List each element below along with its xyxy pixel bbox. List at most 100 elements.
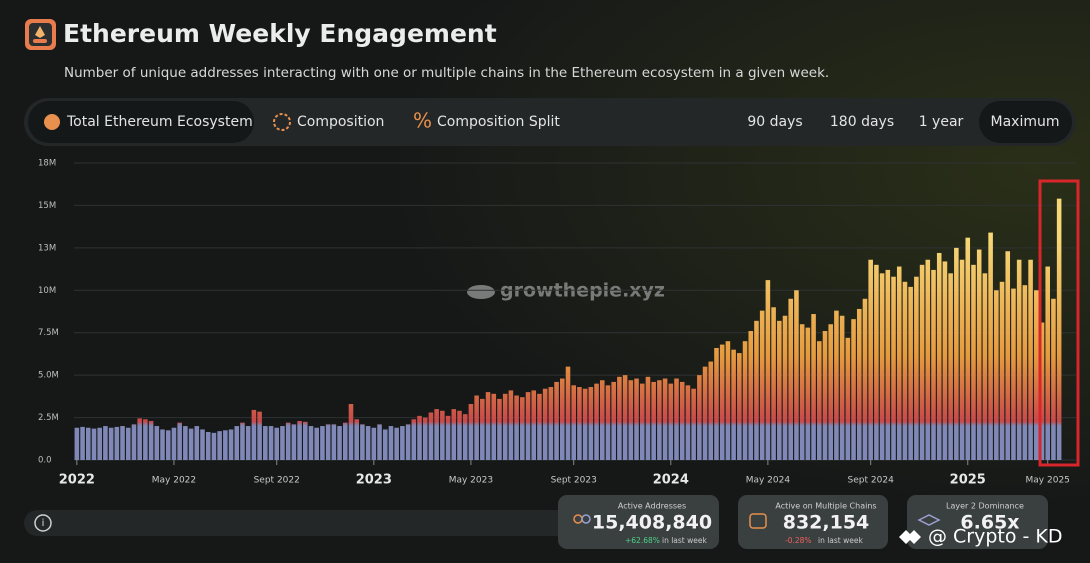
bar [1056,198,1062,460]
bar [994,290,999,460]
active-tab-bg [28,101,254,143]
bar [565,366,571,460]
range-button[interactable]: Maximum [991,114,1060,130]
bar [634,378,639,460]
x-tick-label: Sept 2024 [848,476,895,486]
bar [263,426,268,460]
bar [548,387,554,460]
x-tick-label: May 2025 [1026,476,1070,486]
stat-card-bg [738,495,888,549]
stat-label: Active on Multiple Chains [775,502,876,511]
tab[interactable]: Composition [297,114,384,130]
bar [457,410,462,460]
bar [919,264,925,460]
bar [331,424,337,460]
bar [297,420,302,460]
bar [411,419,417,460]
bar [925,259,931,460]
bar [868,259,873,460]
info-icon[interactable] [34,514,52,532]
bar [777,320,782,460]
bar [462,414,468,460]
bar [223,430,228,460]
bar [805,327,811,460]
stat-icon [917,514,941,526]
bar [160,429,165,460]
bar [822,331,828,460]
bar [954,247,959,460]
bar [874,264,879,460]
stat-card: Active on Multiple Chains 832,154 -0.28%… [738,495,888,549]
stat-note: in last week [662,536,707,545]
logo-icon [25,19,56,50]
bar [577,387,582,460]
bar [914,276,919,460]
bar [1051,298,1056,460]
x-tick-label: Sept 2022 [254,476,300,486]
bar [668,383,674,460]
bar [400,426,405,460]
range-button[interactable]: 1 year [919,114,964,130]
bar [891,276,896,460]
bar [285,422,291,460]
stat-card-bg [558,495,719,549]
tab-icon [273,113,291,131]
bar [1011,288,1016,460]
bar [799,324,805,460]
bar [143,419,148,460]
bar [885,269,891,460]
bar [337,426,342,460]
bar [240,422,245,460]
x-tick-label: May 2022 [152,476,196,486]
bar [382,429,388,460]
bar [1039,322,1045,460]
range-button[interactable]: 90 days [747,114,802,130]
credit-icon [899,530,921,544]
tab[interactable]: Total Ethereum Ecosystem [66,114,253,130]
stat-card: Active Addresses 15,408,840 +62.68% in l… [558,495,719,549]
plot-area: 0.0 2.5M 5.0M 7.5M 10M 13M 15M 18M 2022 May 2022 S… [38,159,1076,488]
bar [80,426,85,460]
bar [560,378,565,460]
bar [1016,259,1022,460]
bar [788,298,794,460]
bar [303,421,308,460]
bar [839,315,845,460]
bar [508,390,514,460]
bar [834,310,839,460]
bar [474,395,479,460]
bar [828,324,833,460]
bar [165,430,171,460]
bar [440,410,445,460]
bar [194,426,200,460]
bar [342,422,348,460]
bar [982,273,988,460]
info-icon-glyph: i [42,518,45,529]
bar [348,403,354,460]
bar [1022,285,1028,460]
bar [708,361,714,460]
bar [417,415,422,460]
bar [154,426,160,460]
x-tick-label: 2025 [950,473,986,488]
range-button[interactable]: 180 days [830,114,894,130]
chart-title: Ethereum Weekly Engagement [63,19,497,48]
bar [211,432,217,460]
bar [936,252,942,460]
x-tick-label: 2022 [59,473,95,488]
bar [845,337,851,460]
bar [257,411,262,460]
bar [645,376,651,460]
bar [617,376,622,460]
bar [594,383,599,460]
bar [1028,259,1033,460]
bar [697,375,702,460]
bar [542,388,548,460]
tab[interactable]: Composition Split [437,114,560,130]
stat-label: Active Addresses [618,502,686,511]
bar [622,375,628,460]
bar [188,428,194,460]
stat-change: +62.68% [625,536,660,545]
bar [691,388,696,460]
